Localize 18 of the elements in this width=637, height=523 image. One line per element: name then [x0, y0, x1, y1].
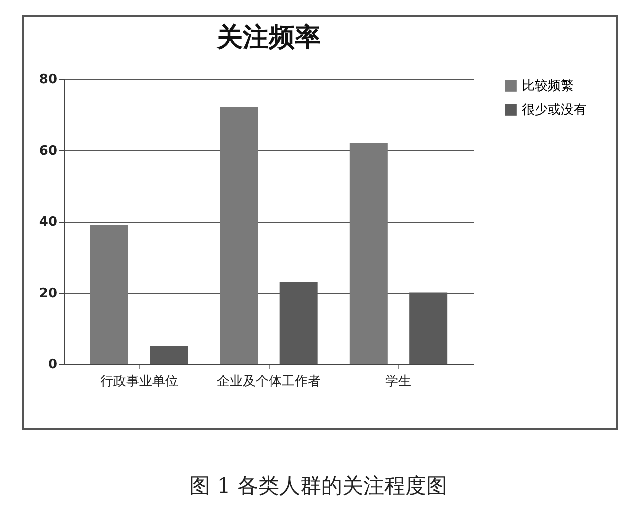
y-tick-label: 60 — [39, 144, 58, 159]
bar — [220, 108, 258, 364]
bar — [280, 282, 318, 364]
caption: 图 1 各类人群的关注程度图 — [188, 473, 448, 500]
legend-label: 很少或没有 — [522, 103, 587, 118]
bar — [350, 143, 388, 364]
y-tick-label: 40 — [39, 215, 58, 230]
y-tick-label: 20 — [39, 286, 58, 302]
y-tick-label: 0 — [48, 358, 58, 372]
x-tick-label: 企业及个体工作者 — [217, 374, 321, 390]
legend-label: 比较频繁 — [522, 79, 574, 94]
x-tick-label: 学生 — [386, 374, 412, 390]
bar — [90, 225, 128, 364]
x-tick-label: 行政事业单位 — [100, 374, 178, 390]
bar — [150, 346, 188, 364]
bar — [410, 292, 448, 364]
y-tick-label: 80 — [39, 72, 58, 88]
chart-title: 关注频率 — [216, 23, 321, 53]
